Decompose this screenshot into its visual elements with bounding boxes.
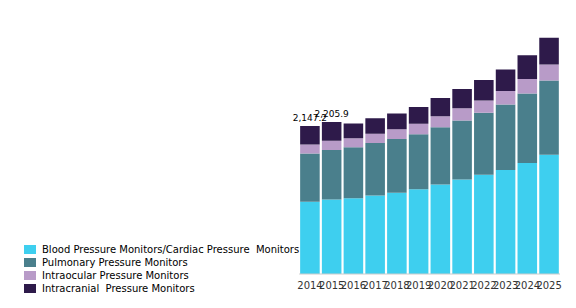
svg-text:2023: 2023: [492, 280, 519, 292]
svg-text:2,205.9: 2,205.9: [314, 109, 349, 119]
svg-text:2025: 2025: [536, 280, 561, 291]
html-text:Blood Pressure Monitors/Cardia: Blood Pressure Monitors/Cardiac Pressure…: [42, 244, 300, 255]
svg-text:2018: 2018: [384, 280, 410, 292]
svg-text:2020: 2020: [427, 280, 454, 292]
svg-text:2019: 2019: [406, 280, 432, 292]
svg-text:2014: 2014: [297, 280, 323, 292]
svg-text:2021: 2021: [449, 280, 475, 292]
html-text:Intracranial Pressure Monitors: Intracranial Pressure Monitors: [42, 283, 195, 294]
html-text:Pulmonary Pressure Monitors: Pulmonary Pressure Monitors: [42, 257, 188, 268]
svg-text:2022: 2022: [471, 280, 497, 292]
svg-text:2017: 2017: [362, 280, 388, 292]
html-text:Intraocular Pressure Monitors: Intraocular Pressure Monitors: [42, 270, 189, 281]
svg-text:2015: 2015: [319, 280, 345, 292]
svg-text:2,147.2: 2,147.2: [292, 113, 328, 124]
svg-text:2024: 2024: [514, 280, 541, 292]
svg-text:2016: 2016: [340, 280, 367, 292]
